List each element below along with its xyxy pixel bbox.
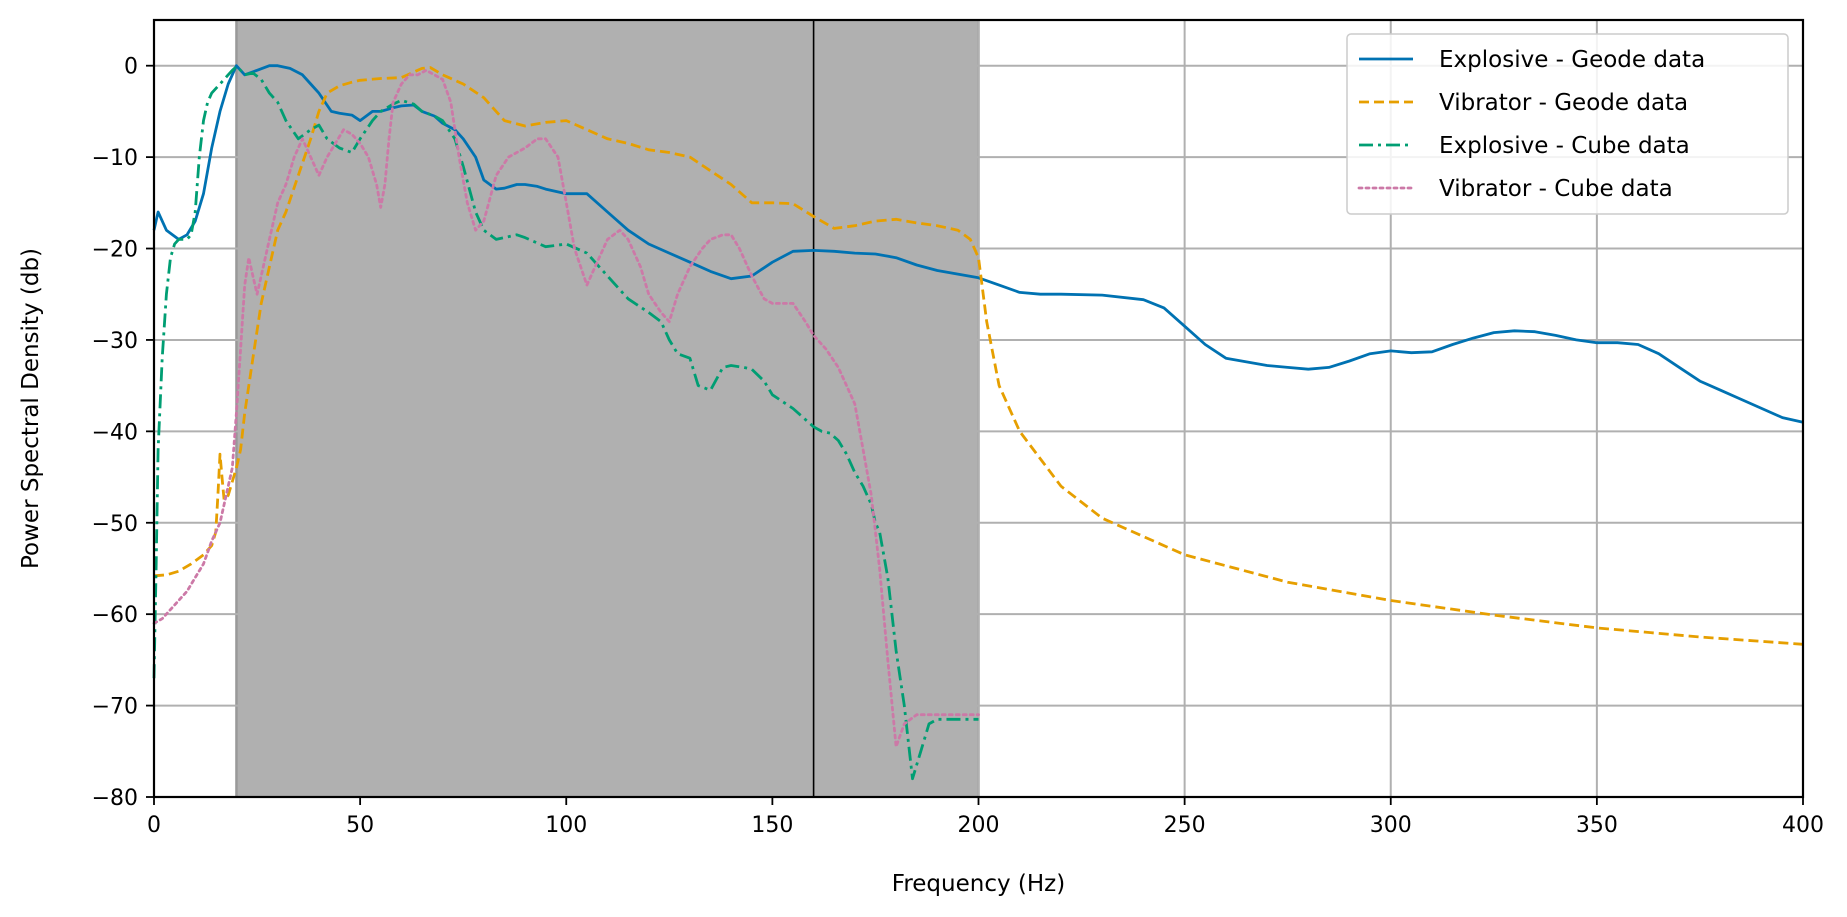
- series-layer: [152, 64, 1804, 781]
- y-tick-label: −20: [92, 238, 138, 263]
- y-tick-label: −80: [92, 786, 138, 811]
- legend-label-4: Vibrator - Cube data: [1439, 176, 1673, 202]
- x-tick-label: 350: [1576, 813, 1618, 838]
- y-tick-label: −70: [92, 695, 138, 720]
- x-tick-label: 400: [1782, 813, 1824, 838]
- legend-label-1: Explosive - Geode data: [1439, 47, 1705, 73]
- y-tick-label: 0: [124, 55, 138, 80]
- tick-layer: 0 50 100 150 200 250 300 350 400 0 −10 −20 −30 −40 −50…: [92, 55, 1824, 838]
- legend-items: Explosive - Geode data Vibrator - Geode d…: [1357, 47, 1705, 202]
- shaded-band-layer: [235, 20, 980, 797]
- series-line-2: [153, 66, 1804, 646]
- x-tick-label: 150: [751, 813, 793, 838]
- legend: Explosive - Geode data Vibrator - Geode d…: [1346, 33, 1789, 215]
- y-axis-label: Power Spectral Density (db): [18, 248, 44, 569]
- legend-box: [1346, 33, 1789, 215]
- y-tick-label: −50: [92, 512, 138, 537]
- y-tick-label: −30: [92, 329, 138, 354]
- x-tick-label: 250: [1164, 813, 1206, 838]
- y-tick-label: −60: [92, 603, 138, 628]
- legend-label-2: Vibrator - Geode data: [1439, 90, 1688, 116]
- x-tick-label: 300: [1370, 813, 1412, 838]
- series-line-1: [152, 64, 1804, 424]
- x-axis-label: Frequency (Hz): [892, 871, 1065, 897]
- x-tick-label: 100: [545, 813, 587, 838]
- x-tick-label: 0: [147, 813, 161, 838]
- shaded-band: [236, 20, 979, 797]
- x-tick-label: 50: [346, 813, 374, 838]
- y-tick-label: −40: [92, 420, 138, 445]
- x-tick-label: 200: [958, 813, 1000, 838]
- series-line-3: [152, 65, 979, 781]
- legend-label-3: Explosive - Cube data: [1439, 133, 1690, 159]
- series-line-4: [152, 68, 980, 749]
- y-tick-label: −10: [92, 146, 138, 171]
